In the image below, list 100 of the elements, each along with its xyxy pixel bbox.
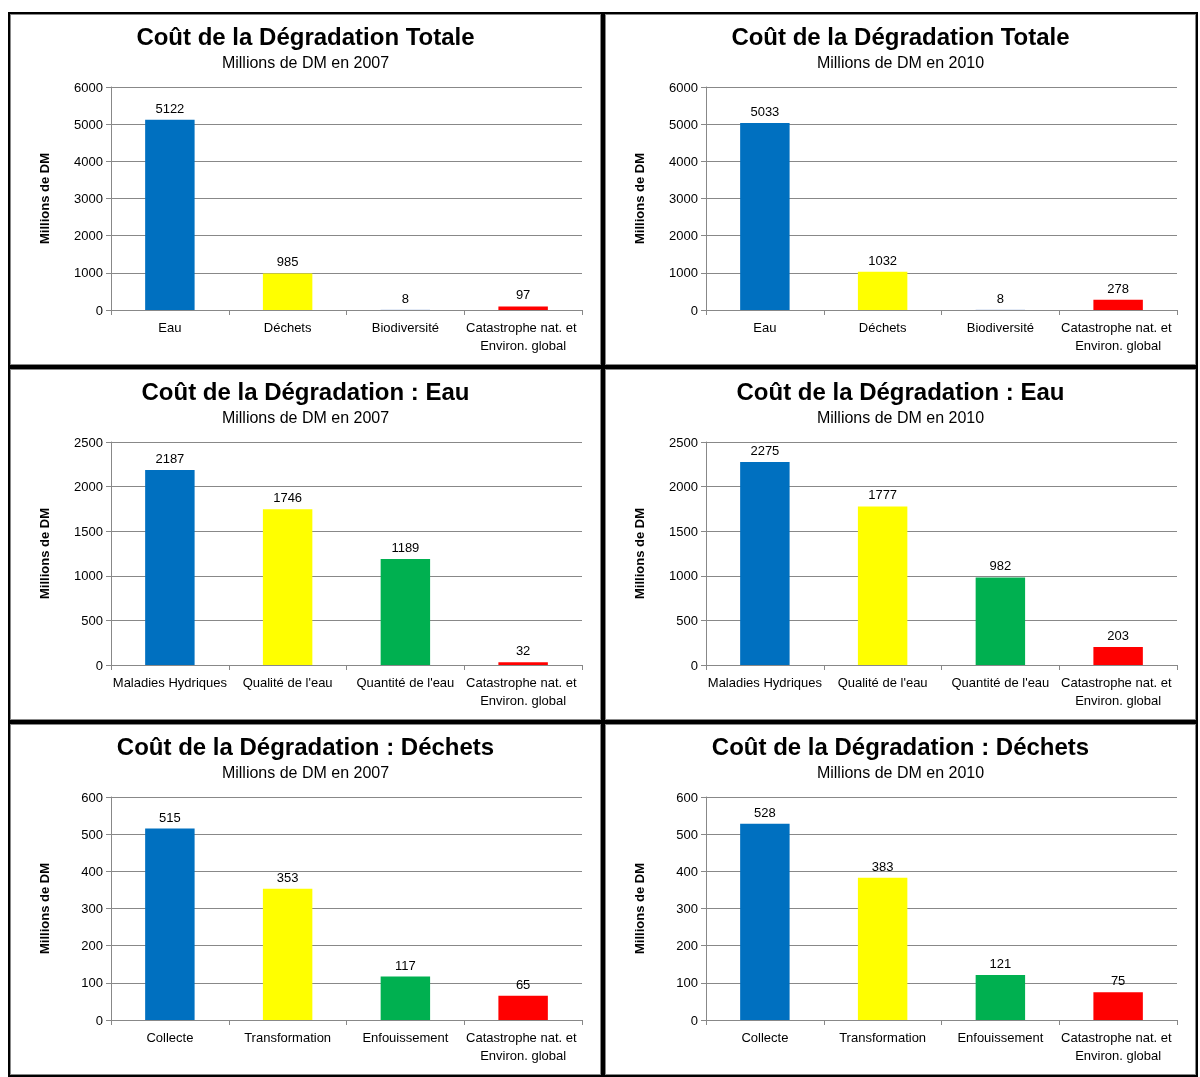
- chart-title: Coût de la Dégradation : Eau: [141, 377, 470, 405]
- y-tick-label: 1500: [669, 523, 698, 539]
- chart-subtitle: Millions de DM en 2010: [816, 408, 985, 426]
- data-label: 5122: [155, 100, 185, 116]
- y-axis-title: Millions de DM: [37, 508, 52, 599]
- y-tick-label: 400: [81, 863, 103, 879]
- y-tick-label: 2000: [669, 228, 698, 244]
- chart-title: Coût de la Dégradation Totale: [731, 22, 1070, 50]
- y-axis-title: Millions de DM: [632, 863, 647, 954]
- data-label: 97: [515, 287, 531, 303]
- bar: [1093, 299, 1143, 310]
- x-tick-label: Eau: [753, 319, 777, 335]
- chart-title: Coût de la Dégradation : Déchets: [116, 732, 495, 760]
- y-tick-label: 1000: [669, 568, 698, 584]
- data-label: 1746: [273, 490, 303, 506]
- chart-subtitle: Millions de DM en 2007: [221, 53, 390, 71]
- x-tick-label: Maladies Hydriques: [112, 674, 228, 690]
- data-label: 117: [395, 957, 416, 973]
- chart-title: Coût de la Dégradation : Déchets: [711, 732, 1090, 760]
- x-tick-label: Enfouissement: [362, 1029, 449, 1045]
- bar: [380, 976, 431, 1020]
- y-tick-label: 500: [81, 612, 103, 628]
- y-tick-label: 200: [676, 938, 698, 954]
- x-tick-label: Quantité de l'eau: [951, 674, 1050, 690]
- x-tick-label: Catastrophe nat. et Environ. global: [1061, 1029, 1176, 1063]
- x-tick-label: Quantité de l'eau: [356, 674, 455, 690]
- y-tick-label: 500: [81, 826, 103, 842]
- y-tick-label: 600: [81, 789, 103, 805]
- data-label: 528: [754, 804, 776, 820]
- x-tick-label: Enfouissement: [957, 1029, 1044, 1045]
- data-label: 75: [1110, 973, 1126, 989]
- y-tick-label: 4000: [669, 153, 698, 169]
- y-tick-label: 0: [95, 302, 103, 318]
- x-tick-label: Transformation: [244, 1029, 332, 1045]
- chart-subtitle: Millions de DM en 2007: [221, 763, 390, 781]
- y-tick-label: 600: [676, 789, 698, 805]
- y-tick-label: 400: [676, 863, 698, 879]
- y-tick-label: 300: [676, 901, 698, 916]
- y-tick-label: 3000: [74, 191, 103, 206]
- y-axis-title: Millions de DM: [632, 508, 647, 599]
- data-label: 32: [515, 643, 531, 659]
- y-tick-label: 2500: [669, 434, 698, 450]
- bar: [262, 509, 313, 665]
- bar: [740, 122, 790, 310]
- data-label: 353: [276, 869, 299, 885]
- y-tick-label: 6000: [669, 79, 698, 95]
- bar: [145, 119, 195, 310]
- chart-title: Coût de la Dégradation Totale: [136, 22, 475, 50]
- data-label: 121: [989, 956, 1012, 972]
- chart-subtitle: Millions de DM en 2010: [816, 763, 985, 781]
- x-tick-label: Biodiversité: [371, 319, 439, 335]
- y-tick-label: 2000: [74, 479, 103, 495]
- x-tick-label: Qualité de l'eau: [242, 674, 333, 690]
- bar: [740, 462, 790, 665]
- y-tick-label: 1000: [74, 568, 103, 584]
- data-label: 383: [871, 858, 894, 874]
- x-tick-label: Catastrophe nat. et Environ. global: [466, 674, 581, 708]
- x-tick-label: Déchets: [858, 319, 907, 335]
- y-tick-label: 0: [690, 657, 698, 673]
- y-tick-label: 5000: [669, 116, 698, 132]
- bar: [498, 662, 548, 665]
- data-label: 515: [159, 809, 181, 825]
- bar: [262, 273, 313, 310]
- bar: [1093, 646, 1143, 665]
- data-label: 1777: [868, 487, 898, 503]
- data-label: 5033: [750, 103, 780, 119]
- y-tick-label: 0: [95, 1012, 103, 1028]
- x-tick-label: Collecte: [146, 1029, 194, 1045]
- y-tick-label: 1000: [669, 265, 698, 281]
- y-axis-title: Millions de DM: [37, 153, 52, 244]
- y-tick-label: 100: [81, 975, 103, 991]
- data-label: 278: [1107, 280, 1129, 296]
- x-tick-label: Maladies Hydriques: [707, 674, 823, 690]
- y-tick-label: 0: [690, 302, 698, 318]
- bar: [262, 888, 313, 1020]
- y-tick-label: 500: [676, 612, 698, 628]
- bar: [740, 823, 790, 1020]
- chart-title: Coût de la Dégradation : Eau: [736, 377, 1065, 405]
- x-tick-label: Catastrophe nat. et Environ. global: [1061, 674, 1176, 708]
- y-axis-title: Millions de DM: [37, 863, 52, 954]
- y-tick-label: 300: [81, 901, 103, 916]
- y-tick-label: 1500: [74, 523, 103, 539]
- y-tick-label: 2000: [669, 479, 698, 495]
- bar: [498, 306, 548, 310]
- data-label: 985: [276, 254, 299, 270]
- y-tick-label: 2500: [74, 434, 103, 450]
- y-tick-label: 200: [81, 938, 103, 954]
- x-tick-label: Eau: [158, 319, 182, 335]
- data-label: 2275: [750, 443, 780, 459]
- bar: [498, 995, 548, 1020]
- y-tick-label: 500: [676, 826, 698, 842]
- bar: [975, 577, 1026, 665]
- x-tick-label: Qualité de l'eau: [837, 674, 928, 690]
- y-tick-label: 1000: [74, 265, 103, 281]
- data-label: 1032: [868, 252, 898, 268]
- y-tick-label: 2000: [74, 228, 103, 244]
- y-tick-label: 3000: [669, 191, 698, 206]
- data-label: 203: [1107, 627, 1129, 643]
- bar: [975, 975, 1026, 1020]
- chart-subtitle: Millions de DM en 2010: [816, 53, 985, 71]
